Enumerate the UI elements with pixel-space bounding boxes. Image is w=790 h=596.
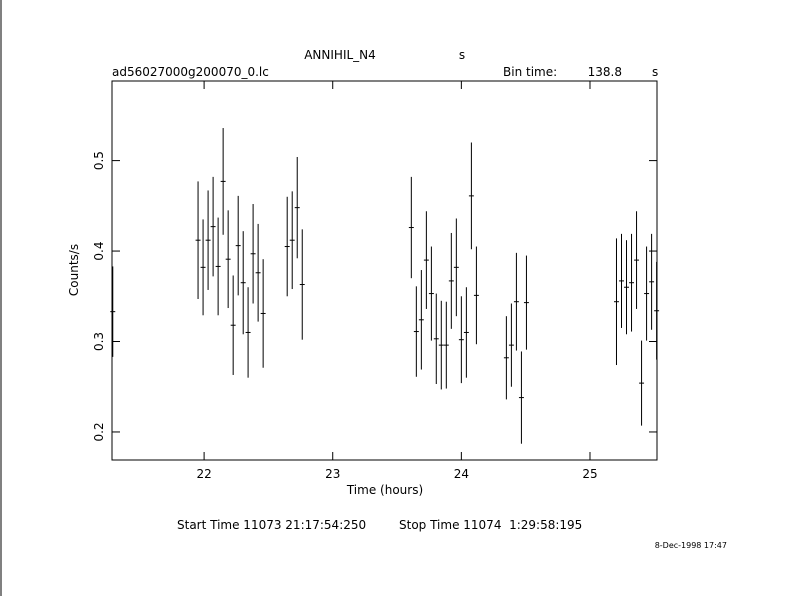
start-time: Start Time 11073 21:17:54:250 xyxy=(177,518,366,532)
x-tick-label: 23 xyxy=(325,467,340,481)
x-tick-label: 24 xyxy=(454,467,469,481)
file-name: ad56027000g200070_0.lc xyxy=(112,65,269,79)
y-tick-label: 0.4 xyxy=(92,242,106,261)
timestamp: 8-Dec-1998 17:47 xyxy=(655,541,727,550)
bin-time-label: Bin time: xyxy=(503,65,557,79)
x-tick-label: 25 xyxy=(582,467,597,481)
stop-time: Stop Time 11074 1:29:58:195 xyxy=(399,518,582,532)
title-unit: s xyxy=(459,48,465,62)
y-axis-label: Counts/s xyxy=(67,244,81,296)
y-tick-label: 0.3 xyxy=(92,332,106,351)
plot-frame xyxy=(111,80,658,461)
chart-title: ANNIHIL_N4 xyxy=(304,48,376,62)
bin-time-unit: s xyxy=(652,65,658,79)
y-tick-label: 0.5 xyxy=(92,151,106,170)
y-tick-label: 0.2 xyxy=(92,422,106,441)
x-tick-label: 22 xyxy=(196,467,211,481)
x-axis-label: Time (hours) xyxy=(346,483,423,497)
bin-time: 138.8 xyxy=(588,65,622,79)
